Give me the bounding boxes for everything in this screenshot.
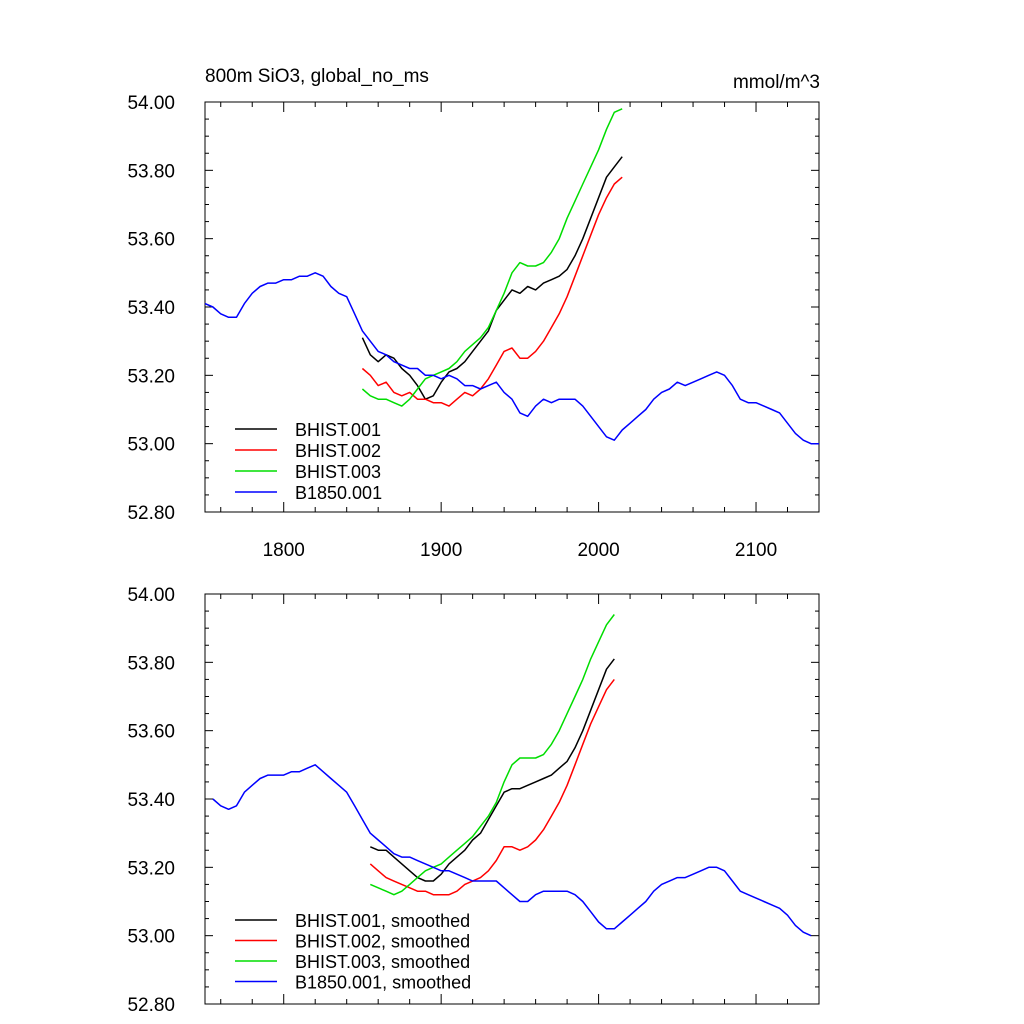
series-line-bhist-002 bbox=[369, 678, 615, 896]
y-tick-label: 53.60 bbox=[127, 722, 175, 743]
series-line-bhist-003 bbox=[361, 108, 623, 407]
y-tick-label: 53.20 bbox=[127, 366, 175, 387]
bottom-series-lines bbox=[212, 614, 812, 937]
bottom-axis-ticks bbox=[205, 593, 820, 1005]
y-tick-label: 54.00 bbox=[127, 585, 175, 606]
y-tick-label: 54.00 bbox=[127, 93, 175, 114]
legend-label: BHIST.002 bbox=[295, 441, 381, 461]
x-tick-label: 1800 bbox=[263, 540, 305, 561]
y-tick-label: 53.40 bbox=[127, 790, 175, 811]
top-panel: 800m SiO3, global_no_ms mmol/m^3 52.80 53… bbox=[127, 66, 820, 561]
series-line-bhist-001 bbox=[361, 156, 623, 400]
legend-label: BHIST.001 bbox=[295, 420, 381, 440]
top-x-tick-labels: 1800 1900 2000 2100 bbox=[263, 540, 778, 561]
y-tick-label: 53.40 bbox=[127, 298, 175, 319]
bottom-panel: 52.80 53.00 53.20 53.40 53.60 53.80 54.00 BHIS… bbox=[127, 585, 820, 1016]
bottom-y-tick-labels: 52.80 53.00 53.20 53.40 53.60 53.80 54.00 bbox=[127, 585, 175, 1016]
y-tick-label: 53.60 bbox=[127, 230, 175, 251]
legend-label: B1850.001, smoothed bbox=[295, 973, 471, 993]
top-y-tick-labels: 52.80 53.00 53.20 53.40 53.60 53.80 54.00 bbox=[127, 93, 175, 524]
legend-label: BHIST.003 bbox=[295, 462, 381, 482]
series-line-bhist-001 bbox=[370, 658, 615, 882]
y-tick-label: 52.80 bbox=[127, 995, 175, 1016]
legend-label: BHIST.001, smoothed bbox=[295, 911, 470, 931]
legend-label: BHIST.002, smoothed bbox=[295, 932, 470, 952]
y-tick-label: 53.00 bbox=[127, 927, 175, 948]
x-tick-label: 1900 bbox=[420, 540, 462, 561]
y-tick-label: 53.00 bbox=[127, 435, 175, 456]
top-series-lines bbox=[204, 108, 819, 445]
y-tick-label: 53.80 bbox=[127, 161, 175, 182]
series-line-bhist-003 bbox=[370, 614, 615, 896]
y-tick-label: 53.80 bbox=[127, 653, 175, 674]
chart-title: 800m SiO3, global_no_ms bbox=[205, 66, 429, 87]
x-tick-label: 2100 bbox=[735, 540, 777, 561]
series-line-b1850-001 bbox=[212, 764, 812, 937]
x-tick-label: 2000 bbox=[577, 540, 619, 561]
legend-label: BHIST.003, smoothed bbox=[295, 952, 470, 972]
y-tick-label: 53.20 bbox=[127, 858, 175, 879]
series-line-b1850-001 bbox=[204, 272, 819, 445]
series-line-bhist-002 bbox=[361, 176, 623, 407]
legend-label: B1850.001 bbox=[295, 483, 382, 503]
units-label: mmol/m^3 bbox=[733, 72, 820, 93]
y-tick-label: 52.80 bbox=[127, 503, 175, 524]
